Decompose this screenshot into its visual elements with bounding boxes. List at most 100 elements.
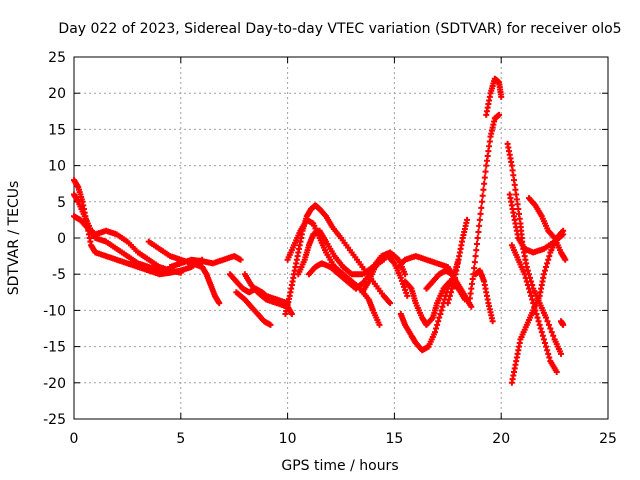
data-point bbox=[448, 289, 455, 296]
data-point bbox=[524, 282, 531, 289]
data-markers bbox=[71, 75, 569, 386]
data-point bbox=[498, 93, 505, 100]
data-point bbox=[237, 256, 244, 263]
series-track-12 bbox=[305, 249, 409, 292]
data-point bbox=[481, 174, 488, 181]
x-tick-label: 0 bbox=[70, 431, 79, 447]
series-track-27 bbox=[558, 318, 567, 328]
data-point bbox=[482, 168, 489, 175]
data-point bbox=[539, 332, 546, 339]
y-tick-label: 0 bbox=[57, 231, 66, 247]
data-point bbox=[525, 285, 532, 292]
series-track-22 bbox=[504, 140, 565, 357]
data-point bbox=[521, 271, 528, 278]
data-point bbox=[558, 350, 565, 357]
data-point bbox=[434, 321, 441, 328]
data-point bbox=[560, 321, 567, 328]
data-point bbox=[397, 274, 404, 281]
y-tick-label: -25 bbox=[43, 412, 66, 428]
data-point bbox=[536, 321, 543, 328]
data-point bbox=[535, 318, 542, 325]
data-point bbox=[545, 256, 552, 263]
data-point bbox=[522, 274, 529, 281]
data-point bbox=[473, 241, 480, 248]
series-track-19 bbox=[466, 111, 503, 307]
data-point bbox=[436, 314, 443, 321]
data-point bbox=[438, 307, 445, 314]
data-point bbox=[533, 311, 540, 318]
data-point bbox=[538, 329, 545, 336]
data-point bbox=[478, 204, 485, 211]
data-point bbox=[449, 285, 456, 292]
data-point bbox=[401, 283, 408, 290]
data-point bbox=[471, 265, 478, 272]
y-tick-label: -20 bbox=[43, 376, 66, 392]
y-tick-label: -15 bbox=[43, 340, 66, 356]
data-point bbox=[541, 339, 548, 346]
y-tick-label: -10 bbox=[43, 303, 66, 319]
data-point bbox=[376, 321, 383, 328]
x-tick-label: 15 bbox=[385, 431, 403, 447]
y-axis-label: SDTVAR / TECUs bbox=[6, 181, 22, 296]
data-point bbox=[468, 303, 475, 310]
y-tick-label: 15 bbox=[48, 122, 66, 138]
data-point bbox=[472, 253, 479, 260]
axis-ticks: 0 5 10 15 20 25 -25 -20 -15 -10 -5 0 5 10 15 20 25 bbox=[43, 50, 617, 447]
series-track-18 bbox=[444, 216, 471, 307]
series-track-15 bbox=[402, 278, 468, 328]
series-track-8 bbox=[241, 271, 295, 318]
data-point bbox=[541, 267, 548, 274]
data-point bbox=[476, 216, 483, 223]
data-point bbox=[439, 303, 446, 310]
series-track-25 bbox=[508, 242, 560, 375]
data-point bbox=[544, 260, 551, 267]
data-point bbox=[523, 263, 530, 270]
data-point bbox=[403, 289, 410, 296]
data-point bbox=[543, 263, 550, 270]
x-tick-label: 10 bbox=[279, 431, 297, 447]
series-track-21 bbox=[483, 75, 505, 118]
x-tick-label: 25 bbox=[599, 431, 617, 447]
series-track-26 bbox=[525, 195, 569, 263]
data-point bbox=[544, 347, 551, 354]
y-tick-label: 20 bbox=[48, 86, 66, 102]
data-point bbox=[540, 271, 547, 278]
data-point bbox=[479, 192, 486, 199]
data-point bbox=[446, 292, 453, 299]
chart-title: Day 022 of 2023, Sidereal Day-to-day VTE… bbox=[58, 21, 621, 37]
data-point bbox=[562, 256, 569, 263]
data-point bbox=[445, 296, 452, 303]
y-tick-label: 25 bbox=[48, 50, 66, 66]
data-point bbox=[530, 300, 537, 307]
series-track-7 bbox=[233, 289, 274, 328]
data-point bbox=[402, 286, 409, 293]
data-point bbox=[545, 350, 552, 357]
series-track-20 bbox=[472, 267, 496, 325]
series-track-24 bbox=[506, 191, 567, 256]
data-point bbox=[478, 198, 485, 205]
data-point bbox=[534, 314, 541, 321]
data-point bbox=[437, 311, 444, 318]
data-point bbox=[474, 235, 481, 241]
data-point bbox=[477, 210, 484, 217]
data-point bbox=[560, 231, 567, 238]
series-track-5 bbox=[167, 253, 244, 270]
data-point bbox=[475, 228, 482, 235]
data-point bbox=[402, 271, 409, 278]
data-point bbox=[489, 318, 496, 325]
data-point bbox=[481, 180, 488, 187]
series-track-3 bbox=[71, 191, 184, 276]
data-point bbox=[480, 186, 487, 193]
data-point bbox=[473, 247, 480, 254]
data-point bbox=[431, 329, 438, 336]
series-track-13 bbox=[359, 253, 411, 299]
data-point bbox=[435, 318, 442, 325]
data-point bbox=[387, 300, 394, 307]
data-point bbox=[450, 282, 457, 289]
data-point bbox=[464, 216, 471, 223]
data-point bbox=[496, 111, 503, 118]
y-tick-label: 5 bbox=[57, 195, 66, 211]
data-point bbox=[553, 368, 560, 375]
x-tick-label: 20 bbox=[492, 431, 510, 447]
